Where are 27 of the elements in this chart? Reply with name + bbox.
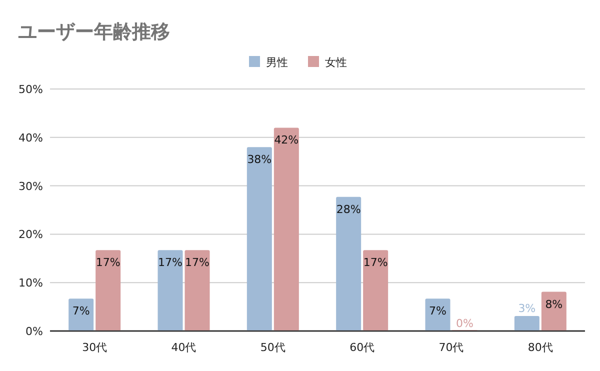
data-label: 38% (247, 153, 272, 166)
y-tick-label: 40% (18, 131, 43, 144)
x-tick-label: 80代 (528, 341, 553, 354)
data-label: 42% (274, 134, 299, 147)
chart-title: ユーザー年齢推移 (18, 21, 170, 43)
data-label: 17% (363, 256, 388, 270)
data-label: 17% (185, 256, 210, 270)
y-tick-label: 0% (26, 325, 43, 338)
data-label: 8% (545, 298, 563, 311)
data-label: 0% (456, 317, 474, 330)
x-tick-label: 70代 (438, 341, 464, 354)
data-label: 17% (96, 256, 120, 270)
y-tick-label: 50% (18, 83, 43, 96)
y-tick-label: 30% (18, 180, 43, 193)
x-tick-label: 50代 (260, 341, 286, 354)
y-tick-label: 20% (18, 228, 43, 242)
legend-label: 男性 (266, 56, 288, 69)
legend-label: 女性 (325, 56, 347, 69)
y-tick-label: 10% (18, 276, 43, 290)
x-tick-label: 60代 (350, 341, 375, 354)
data-label: 7% (72, 304, 90, 318)
data-label: 3% (518, 302, 536, 315)
data-label: 28% (336, 202, 361, 216)
data-label: 7% (429, 304, 446, 318)
x-tick-label: 30代 (82, 341, 108, 354)
data-label: 17% (158, 256, 182, 270)
x-tick-label: 40代 (171, 341, 196, 354)
